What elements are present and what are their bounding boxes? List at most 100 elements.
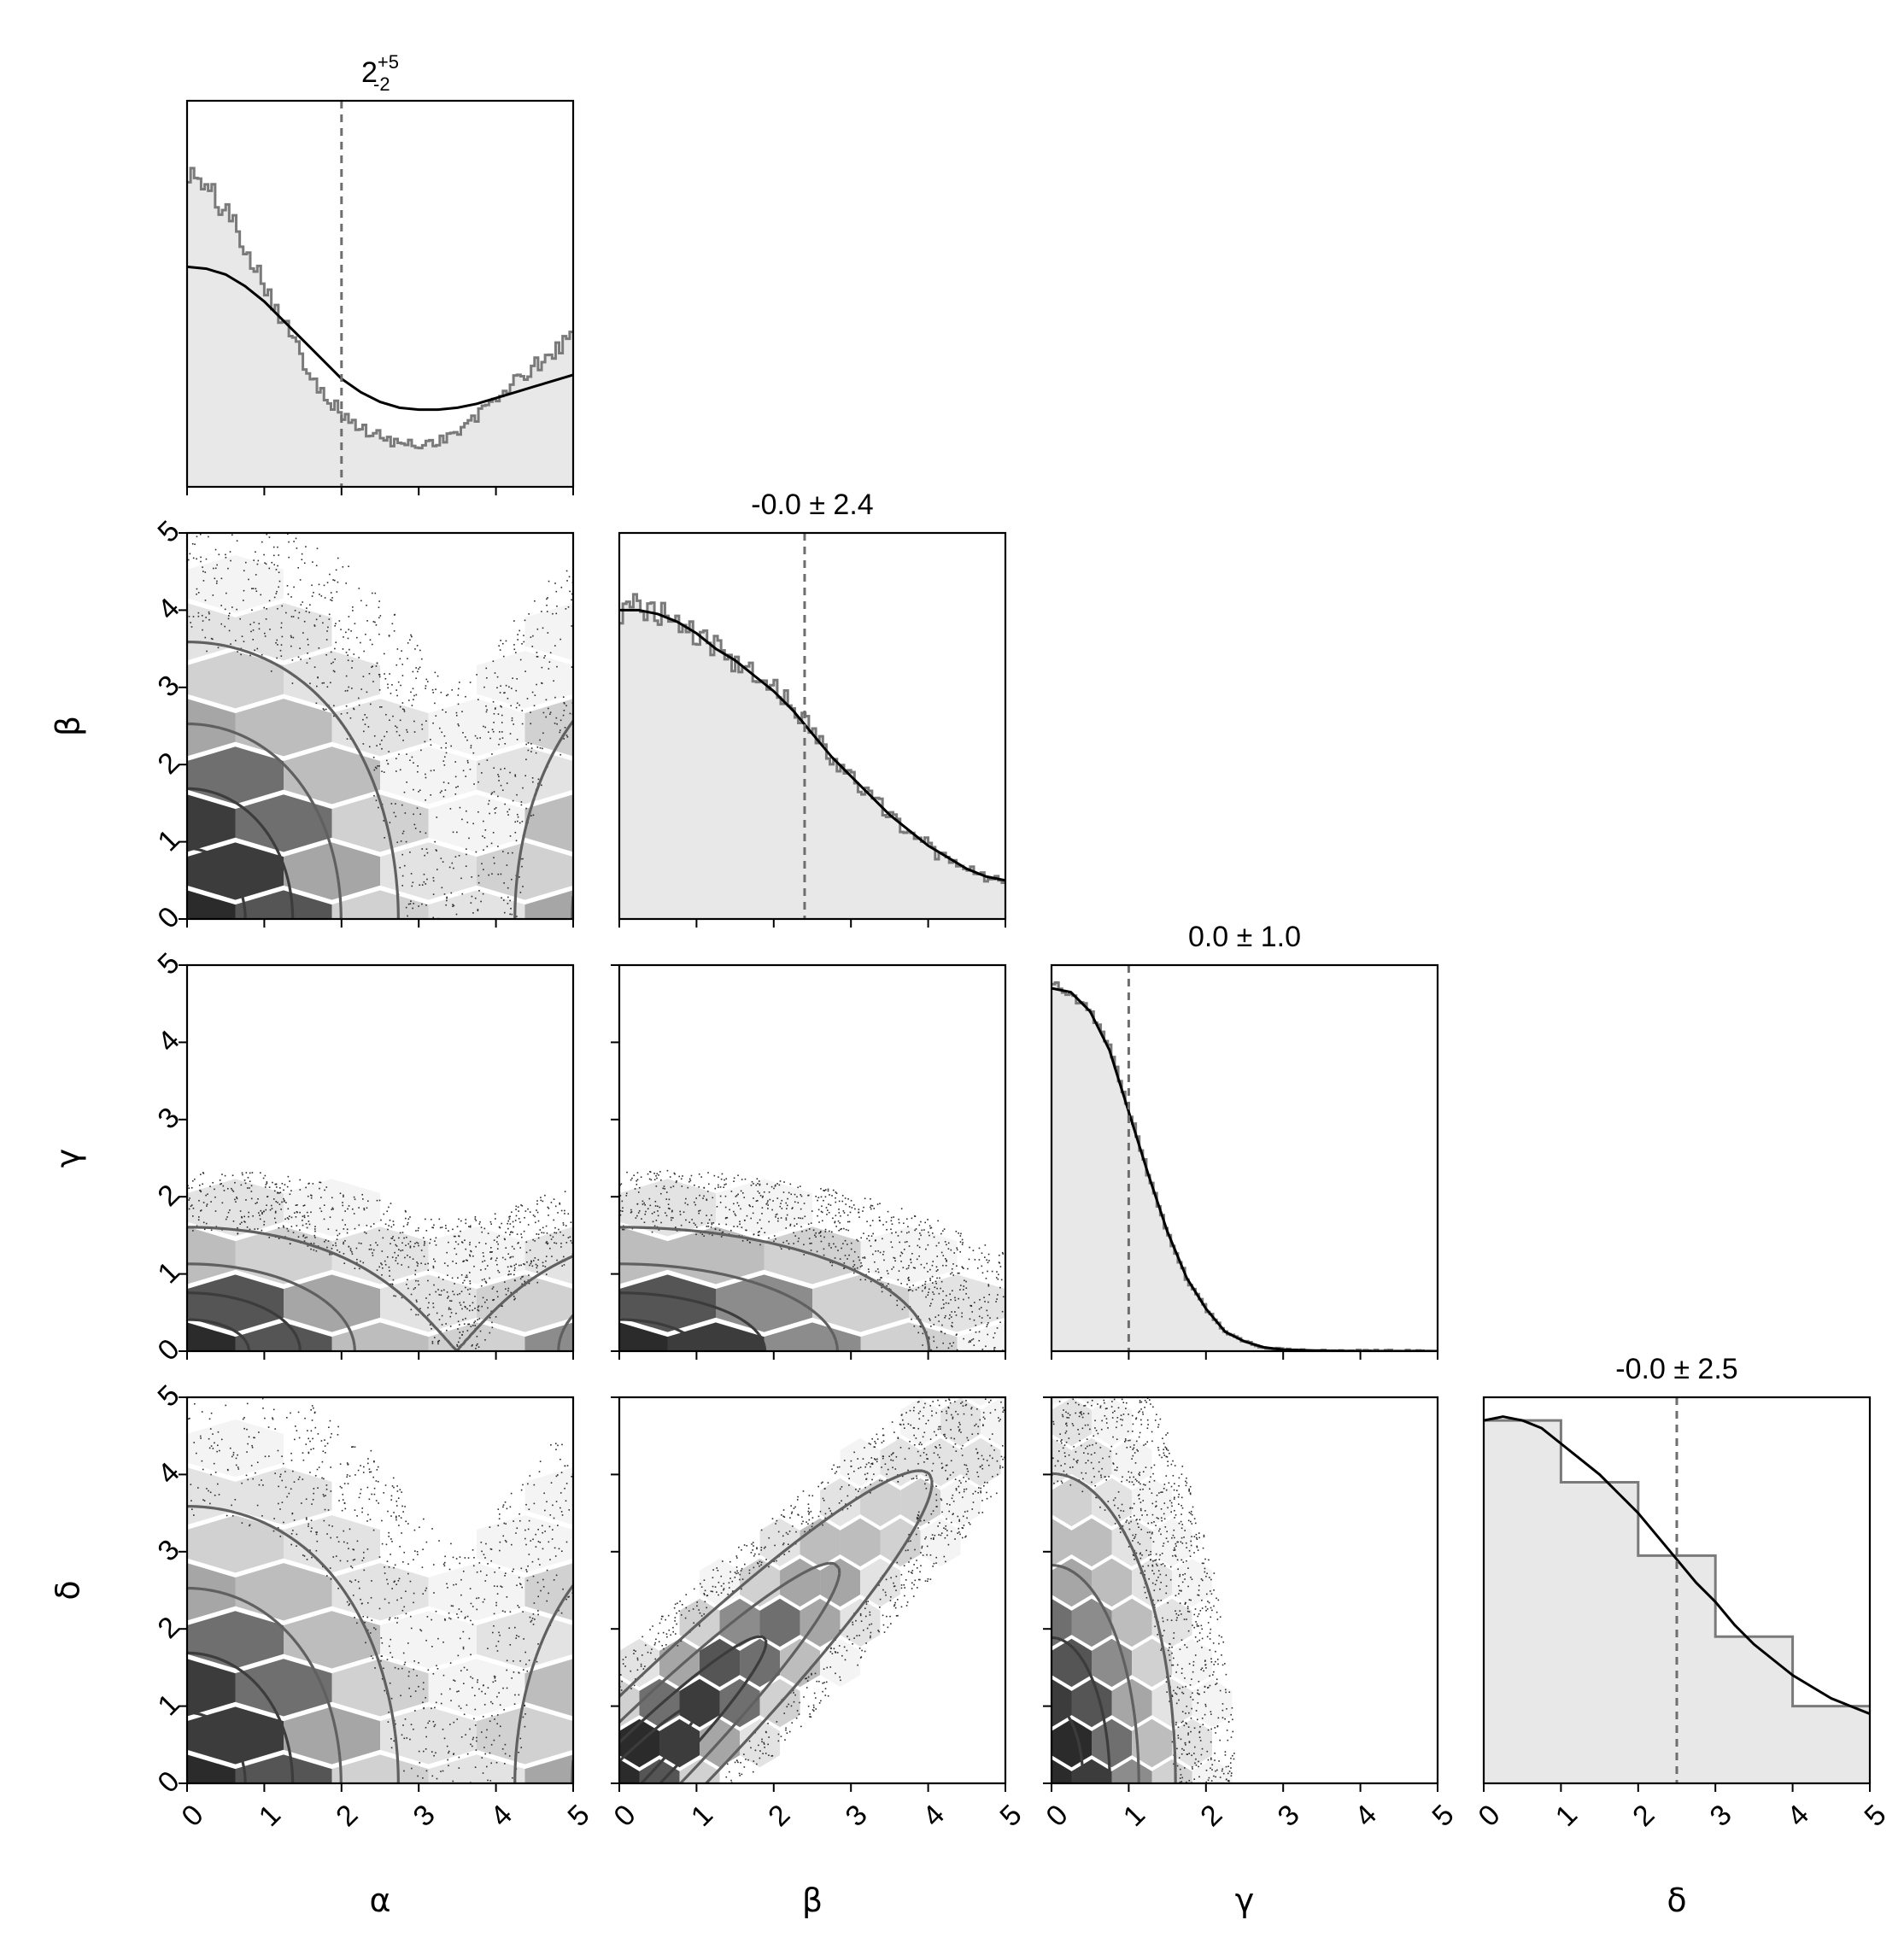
contour-level-3 [619,1635,768,1783]
density-cell [284,842,380,900]
y-tick-label: 3 [151,1101,185,1135]
density-cell [187,890,236,919]
density-cell [700,1558,741,1607]
density-cell [380,746,477,805]
density-cell [716,1274,812,1332]
contour-level-2 [187,722,573,919]
density-cell [991,1679,1031,1727]
density-cell [957,1322,1005,1351]
density-cell [187,1515,284,1573]
density-cell [187,746,284,805]
pair-panel-α-δ [43,1397,670,1812]
x-tick-label: 4 [1349,1799,1383,1833]
contour-level-1 [187,1505,573,1783]
density-cell [1151,1518,1192,1567]
density-cell [331,1659,429,1717]
axes-frame-3-0 [179,1396,575,1792]
density-cell [524,1322,573,1351]
density-cell [187,1611,284,1669]
density-cell [187,1563,236,1621]
contour-level-2 [619,1561,841,1783]
axes-frame-1-1 [618,531,1007,928]
density-cell [1011,1639,1052,1687]
histogram-fill-α [187,167,573,487]
contour-level-1 [187,1226,573,1351]
density-cell [1001,1358,1041,1406]
density-cell [284,1706,380,1765]
density-cell [380,938,477,995]
density-cell [991,1358,1031,1406]
density-cell [1071,1678,1112,1728]
kde-line-δ [1484,1415,1870,1716]
marginal-panel-α [187,101,573,487]
density-cell [573,938,670,995]
y-axis-label-γ: γ [50,1149,87,1168]
contour-level-4 [187,846,247,919]
y-tick-label: 4 [151,592,185,626]
density-cell [579,1719,619,1767]
density-cell [187,651,284,709]
marginal-panel-γ [1052,965,1438,1351]
density-cell [1011,1719,1052,1767]
density-cell [284,1179,380,1237]
y-axis-label-δ: δ [50,1580,87,1600]
density-cell [780,1638,821,1688]
density-cell [1151,1598,1192,1648]
contour-level-2 [1052,1563,1140,1783]
x-tick-label: 5 [561,1799,595,1833]
pair-panel-β-δ [579,1358,1041,1783]
density-cell [619,1638,660,1688]
x-tick-label: 3 [840,1799,874,1833]
density-cell [619,1370,716,1427]
density-cell [187,1706,284,1765]
density-cell [187,938,284,995]
density-cell [428,1754,525,1783]
density-cell [1132,1638,1173,1688]
density-cell [235,794,332,852]
density-cell [187,699,236,757]
density-cell [719,1598,760,1648]
contour-level-4 [619,1702,700,1783]
density-cell [524,1467,573,1525]
y-tick-label: 5 [151,514,185,548]
contour-level-1 [187,640,573,919]
density-cell [43,1754,139,1812]
x-tick-label: 2 [1194,1799,1228,1833]
density-cell [187,555,284,613]
scatter-points [1052,1397,1235,1783]
y-tick-label: 4 [151,1456,185,1490]
contour-level-1 [619,1226,931,1351]
density-cell [1111,1518,1152,1567]
density-cell [573,1419,670,1477]
density-cell [1092,1558,1133,1607]
density-cell [1092,1397,1133,1447]
density-cell [331,699,429,757]
density-cell [573,1370,670,1427]
contour-level-1 [1052,1472,1177,1783]
y-tick-label: 1 [151,1256,185,1290]
pair-panel-α-γ [43,1172,670,1427]
density-cell [187,842,284,900]
density-cell [380,1370,477,1427]
density-cell [428,699,525,757]
x-tick-label: 3 [1272,1799,1306,1833]
x-tick-label: 1 [253,1799,287,1833]
x-tick-label: 4 [484,1799,518,1833]
density-cell [235,699,332,757]
density-cell [1071,1518,1112,1567]
y-tick-label: 5 [151,1378,185,1413]
x-tick-label: 0 [1040,1799,1074,1833]
density-cell [43,794,139,852]
density-cell [284,938,380,995]
density-cell [1011,1478,1052,1526]
axes-frame-3-3 [1482,1396,1872,1792]
density-cell [331,794,429,852]
density-cell [619,1759,640,1783]
density-cell [477,1370,573,1427]
density-cell [477,1611,573,1669]
scatter-points [187,533,573,919]
x-tick-label: 0 [1472,1799,1506,1833]
density-cell [477,842,573,900]
density-cell [43,1322,139,1379]
density-cell [524,603,573,661]
